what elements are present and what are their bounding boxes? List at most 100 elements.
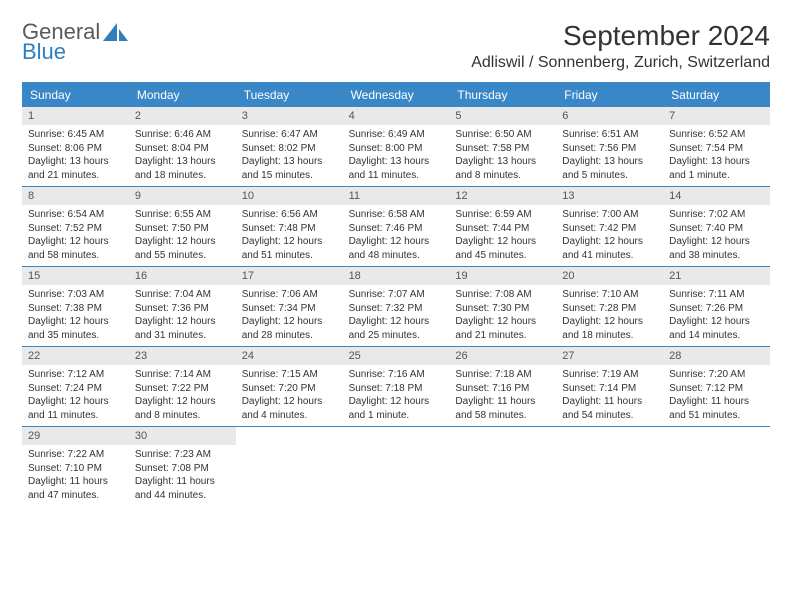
sunrise-text: Sunrise: 7:16 AM <box>349 368 444 382</box>
sunrise-text: Sunrise: 7:00 AM <box>562 208 657 222</box>
sunrise-text: Sunrise: 7:02 AM <box>669 208 764 222</box>
calendar-day: 11Sunrise: 6:58 AMSunset: 7:46 PMDayligh… <box>343 187 450 266</box>
sunrise-text: Sunrise: 6:47 AM <box>242 128 337 142</box>
day-number: 1 <box>22 107 129 125</box>
day-details: Sunrise: 7:10 AMSunset: 7:28 PMDaylight:… <box>556 285 663 346</box>
sunset-text: Sunset: 7:44 PM <box>455 222 550 236</box>
daylight-text: Daylight: 12 hours and 38 minutes. <box>669 235 764 262</box>
calendar-day: 23Sunrise: 7:14 AMSunset: 7:22 PMDayligh… <box>129 347 236 426</box>
sunset-text: Sunset: 7:52 PM <box>28 222 123 236</box>
day-details: Sunrise: 6:51 AMSunset: 7:56 PMDaylight:… <box>556 125 663 186</box>
sunset-text: Sunset: 7:12 PM <box>669 382 764 396</box>
daylight-text: Daylight: 11 hours and 51 minutes. <box>669 395 764 422</box>
sunset-text: Sunset: 7:08 PM <box>135 462 230 476</box>
calendar-day: 1Sunrise: 6:45 AMSunset: 8:06 PMDaylight… <box>22 107 129 186</box>
sunrise-text: Sunrise: 6:51 AM <box>562 128 657 142</box>
sunset-text: Sunset: 7:56 PM <box>562 142 657 156</box>
calendar-week: 1Sunrise: 6:45 AMSunset: 8:06 PMDaylight… <box>22 107 770 186</box>
day-details: Sunrise: 6:50 AMSunset: 7:58 PMDaylight:… <box>449 125 556 186</box>
day-details: Sunrise: 7:08 AMSunset: 7:30 PMDaylight:… <box>449 285 556 346</box>
day-number: 7 <box>663 107 770 125</box>
calendar-day <box>663 427 770 506</box>
day-details: Sunrise: 6:45 AMSunset: 8:06 PMDaylight:… <box>22 125 129 186</box>
sunrise-text: Sunrise: 7:20 AM <box>669 368 764 382</box>
sunset-text: Sunset: 7:48 PM <box>242 222 337 236</box>
sunset-text: Sunset: 7:38 PM <box>28 302 123 316</box>
daylight-text: Daylight: 13 hours and 1 minute. <box>669 155 764 182</box>
calendar-grid: Sunday Monday Tuesday Wednesday Thursday… <box>22 82 770 506</box>
calendar-day: 13Sunrise: 7:00 AMSunset: 7:42 PMDayligh… <box>556 187 663 266</box>
calendar-day: 30Sunrise: 7:23 AMSunset: 7:08 PMDayligh… <box>129 427 236 506</box>
calendar-page: General Blue September 2024 Adliswil / S… <box>0 0 792 526</box>
sunrise-text: Sunrise: 6:49 AM <box>349 128 444 142</box>
day-details: Sunrise: 7:16 AMSunset: 7:18 PMDaylight:… <box>343 365 450 426</box>
sunset-text: Sunset: 7:34 PM <box>242 302 337 316</box>
day-number: 30 <box>129 427 236 445</box>
day-details: Sunrise: 7:14 AMSunset: 7:22 PMDaylight:… <box>129 365 236 426</box>
day-details: Sunrise: 6:56 AMSunset: 7:48 PMDaylight:… <box>236 205 343 266</box>
daylight-text: Daylight: 13 hours and 8 minutes. <box>455 155 550 182</box>
sunrise-text: Sunrise: 7:10 AM <box>562 288 657 302</box>
day-details: Sunrise: 7:18 AMSunset: 7:16 PMDaylight:… <box>449 365 556 426</box>
sunrise-text: Sunrise: 7:22 AM <box>28 448 123 462</box>
sunrise-text: Sunrise: 7:15 AM <box>242 368 337 382</box>
sunrise-text: Sunrise: 6:46 AM <box>135 128 230 142</box>
day-number: 19 <box>449 267 556 285</box>
sunrise-text: Sunrise: 6:50 AM <box>455 128 550 142</box>
sunrise-text: Sunrise: 6:56 AM <box>242 208 337 222</box>
daylight-text: Daylight: 12 hours and 45 minutes. <box>455 235 550 262</box>
day-number: 13 <box>556 187 663 205</box>
sunrise-text: Sunrise: 7:18 AM <box>455 368 550 382</box>
calendar-day: 9Sunrise: 6:55 AMSunset: 7:50 PMDaylight… <box>129 187 236 266</box>
calendar-day: 14Sunrise: 7:02 AMSunset: 7:40 PMDayligh… <box>663 187 770 266</box>
weekday-header: Thursday <box>449 82 556 107</box>
sunset-text: Sunset: 7:20 PM <box>242 382 337 396</box>
calendar-day: 19Sunrise: 7:08 AMSunset: 7:30 PMDayligh… <box>449 267 556 346</box>
calendar-day: 25Sunrise: 7:16 AMSunset: 7:18 PMDayligh… <box>343 347 450 426</box>
sunset-text: Sunset: 7:46 PM <box>349 222 444 236</box>
day-number: 27 <box>556 347 663 365</box>
day-details: Sunrise: 6:54 AMSunset: 7:52 PMDaylight:… <box>22 205 129 266</box>
calendar-week: 15Sunrise: 7:03 AMSunset: 7:38 PMDayligh… <box>22 266 770 346</box>
day-number: 18 <box>343 267 450 285</box>
sunrise-text: Sunrise: 7:19 AM <box>562 368 657 382</box>
day-number: 25 <box>343 347 450 365</box>
daylight-text: Daylight: 12 hours and 48 minutes. <box>349 235 444 262</box>
sunrise-text: Sunrise: 6:59 AM <box>455 208 550 222</box>
location-subtitle: Adliswil / Sonnenberg, Zurich, Switzerla… <box>471 54 770 72</box>
day-details: Sunrise: 7:04 AMSunset: 7:36 PMDaylight:… <box>129 285 236 346</box>
day-number: 24 <box>236 347 343 365</box>
sunrise-text: Sunrise: 6:55 AM <box>135 208 230 222</box>
sunset-text: Sunset: 7:30 PM <box>455 302 550 316</box>
calendar-day: 20Sunrise: 7:10 AMSunset: 7:28 PMDayligh… <box>556 267 663 346</box>
daylight-text: Daylight: 12 hours and 35 minutes. <box>28 315 123 342</box>
day-number: 21 <box>663 267 770 285</box>
sunrise-text: Sunrise: 7:11 AM <box>669 288 764 302</box>
daylight-text: Daylight: 12 hours and 55 minutes. <box>135 235 230 262</box>
day-details: Sunrise: 7:22 AMSunset: 7:10 PMDaylight:… <box>22 445 129 506</box>
title-block: September 2024 Adliswil / Sonnenberg, Zu… <box>471 20 770 72</box>
calendar-day: 6Sunrise: 6:51 AMSunset: 7:56 PMDaylight… <box>556 107 663 186</box>
calendar-week: 29Sunrise: 7:22 AMSunset: 7:10 PMDayligh… <box>22 426 770 506</box>
weekday-header-row: Sunday Monday Tuesday Wednesday Thursday… <box>22 82 770 107</box>
day-details: Sunrise: 6:59 AMSunset: 7:44 PMDaylight:… <box>449 205 556 266</box>
sunrise-text: Sunrise: 7:08 AM <box>455 288 550 302</box>
day-number: 15 <box>22 267 129 285</box>
day-number: 14 <box>663 187 770 205</box>
daylight-text: Daylight: 12 hours and 21 minutes. <box>455 315 550 342</box>
day-details: Sunrise: 7:12 AMSunset: 7:24 PMDaylight:… <box>22 365 129 426</box>
daylight-text: Daylight: 11 hours and 47 minutes. <box>28 475 123 502</box>
day-number: 5 <box>449 107 556 125</box>
calendar-day: 18Sunrise: 7:07 AMSunset: 7:32 PMDayligh… <box>343 267 450 346</box>
sunset-text: Sunset: 7:22 PM <box>135 382 230 396</box>
sunset-text: Sunset: 7:32 PM <box>349 302 444 316</box>
daylight-text: Daylight: 11 hours and 58 minutes. <box>455 395 550 422</box>
day-number: 4 <box>343 107 450 125</box>
day-details: Sunrise: 7:19 AMSunset: 7:14 PMDaylight:… <box>556 365 663 426</box>
day-details: Sunrise: 6:55 AMSunset: 7:50 PMDaylight:… <box>129 205 236 266</box>
day-number: 8 <box>22 187 129 205</box>
calendar-day: 17Sunrise: 7:06 AMSunset: 7:34 PMDayligh… <box>236 267 343 346</box>
day-number: 16 <box>129 267 236 285</box>
day-details: Sunrise: 7:06 AMSunset: 7:34 PMDaylight:… <box>236 285 343 346</box>
calendar-day: 24Sunrise: 7:15 AMSunset: 7:20 PMDayligh… <box>236 347 343 426</box>
